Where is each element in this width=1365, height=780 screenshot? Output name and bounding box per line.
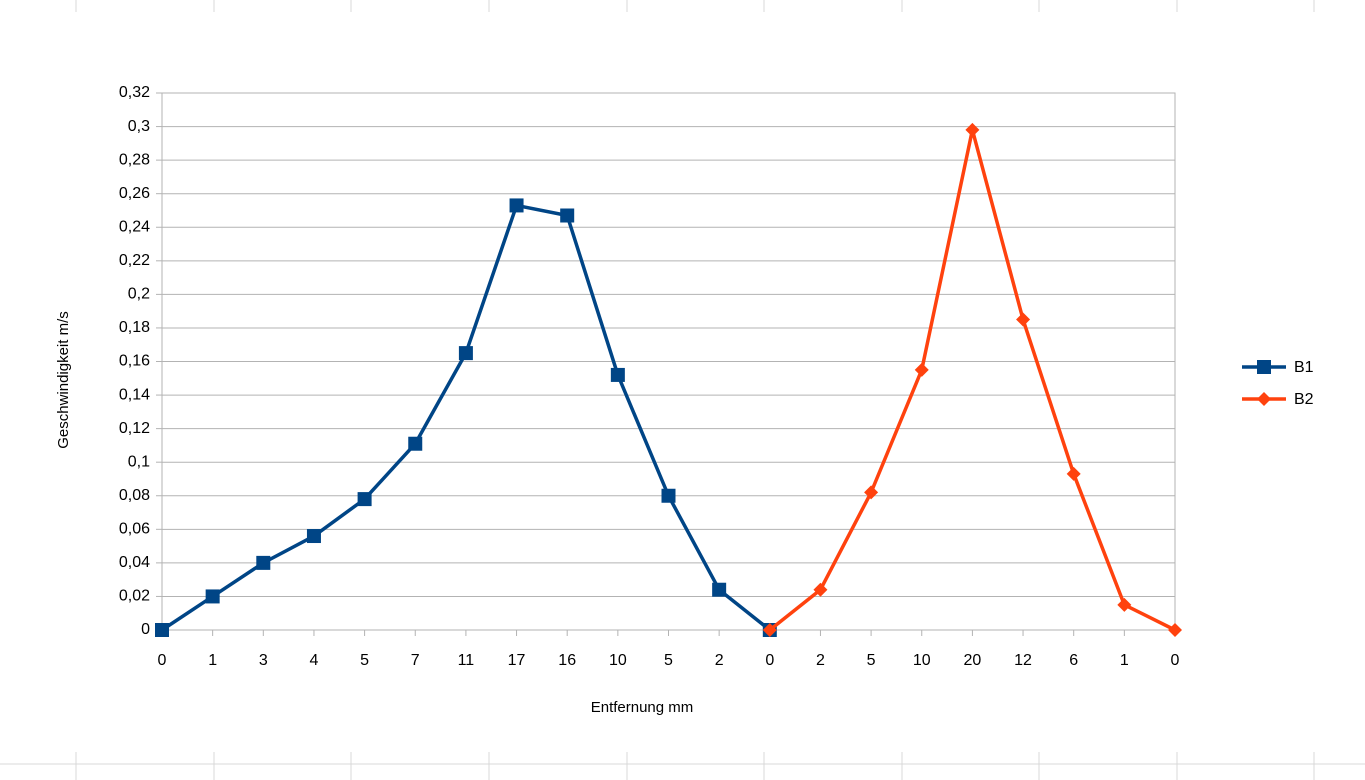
- y-tick-label: 0,24: [119, 218, 150, 235]
- y-tick-label: 0,32: [119, 84, 150, 101]
- marker: [965, 122, 980, 137]
- x-tick-label: 5: [867, 652, 876, 669]
- y-tick-label: 0,3: [128, 118, 150, 135]
- x-tick-label: 3: [259, 652, 268, 669]
- y-tick-label: 0,02: [119, 588, 150, 605]
- marker: [1257, 392, 1271, 406]
- x-tick-label: 5: [664, 652, 673, 669]
- marker: [661, 488, 676, 503]
- series-line: [161, 203, 771, 632]
- marker: [813, 582, 828, 597]
- marker: [1066, 466, 1081, 481]
- marker: [864, 485, 879, 500]
- marker: [408, 436, 423, 451]
- x-tick-label: 0: [158, 652, 167, 669]
- x-tick-label: 5: [360, 652, 369, 669]
- marker: [1257, 360, 1271, 374]
- x-tick-label: 4: [309, 652, 318, 669]
- x-tick-label: 17: [508, 652, 526, 669]
- x-tick-label: 12: [1014, 652, 1032, 669]
- y-tick-label: 0,04: [119, 554, 150, 571]
- x-tick-label: 6: [1069, 652, 1078, 669]
- x-axis-title: Entfernung mm: [591, 699, 694, 716]
- x-tick-label: 10: [609, 652, 627, 669]
- marker: [155, 623, 169, 637]
- marker: [357, 492, 372, 507]
- marker: [610, 367, 625, 382]
- marker: [1168, 623, 1182, 637]
- y-tick-label: 0,2: [128, 286, 150, 303]
- y-tick-label: 0,28: [119, 151, 150, 168]
- x-tick-label: 0: [1171, 652, 1180, 669]
- x-tick-label: 0: [765, 652, 774, 669]
- y-tick-label: 0,08: [119, 487, 150, 504]
- y-tick-label: 0,26: [119, 185, 150, 202]
- x-tick-label: 7: [411, 652, 420, 669]
- marker: [1117, 597, 1132, 612]
- series-line: [768, 128, 1176, 632]
- legend-label: B1: [1294, 359, 1314, 376]
- y-tick-label: 0,1: [128, 453, 150, 470]
- x-tick-label: 16: [558, 652, 576, 669]
- marker: [1016, 312, 1031, 327]
- marker: [560, 208, 575, 223]
- x-tick-label: 1: [1120, 652, 1129, 669]
- y-tick-label: 0,14: [119, 386, 150, 403]
- marker: [914, 362, 929, 377]
- marker: [712, 582, 727, 597]
- legend-label: B2: [1294, 391, 1314, 408]
- y-tick-label: 0,16: [119, 353, 150, 370]
- marker: [762, 623, 777, 637]
- marker: [256, 555, 271, 570]
- marker: [306, 529, 321, 544]
- marker: [509, 198, 524, 213]
- x-tick-label: 11: [458, 652, 475, 669]
- y-tick-label: 0,12: [119, 420, 150, 437]
- y-tick-label: 0,06: [119, 521, 150, 538]
- x-tick-label: 2: [816, 652, 825, 669]
- x-tick-label: 2: [715, 652, 724, 669]
- y-tick-label: 0: [141, 621, 150, 638]
- y-axis-title: Geschwindigkeit m/s: [55, 311, 72, 449]
- marker: [458, 346, 473, 361]
- y-tick-label: 0,18: [119, 319, 150, 336]
- y-tick-label: 0,22: [119, 252, 150, 269]
- marker: [205, 589, 220, 604]
- x-tick-label: 1: [208, 652, 217, 669]
- x-tick-label: 20: [964, 652, 982, 669]
- x-tick-label: 10: [913, 652, 931, 669]
